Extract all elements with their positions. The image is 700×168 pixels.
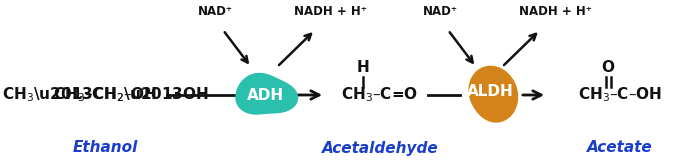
- Text: Acetate: Acetate: [587, 140, 653, 156]
- Polygon shape: [468, 66, 518, 123]
- Text: O: O: [601, 60, 615, 75]
- Text: ADH: ADH: [246, 88, 284, 102]
- Text: CH$_3$–C–OH: CH$_3$–C–OH: [578, 86, 662, 104]
- Text: NADH + H⁺: NADH + H⁺: [519, 5, 592, 18]
- Text: H: H: [356, 60, 370, 75]
- Text: CH$_3$–C=O: CH$_3$–C=O: [342, 86, 419, 104]
- Text: NAD⁺: NAD⁺: [423, 5, 458, 18]
- Text: CH$_3$–CH$_2$–OH: CH$_3$–CH$_2$–OH: [53, 86, 157, 104]
- Text: Ethanol: Ethanol: [72, 140, 138, 156]
- Text: ALDH: ALDH: [467, 85, 513, 99]
- Polygon shape: [235, 73, 298, 115]
- Text: NADH + H⁺: NADH + H⁺: [293, 5, 366, 18]
- Text: NAD⁺: NAD⁺: [197, 5, 232, 18]
- Text: CH$_3$\u2013CH$_2$\u2013OH: CH$_3$\u2013CH$_2$\u2013OH: [1, 86, 209, 104]
- Text: Acetaldehyde: Acetaldehyde: [321, 140, 438, 156]
